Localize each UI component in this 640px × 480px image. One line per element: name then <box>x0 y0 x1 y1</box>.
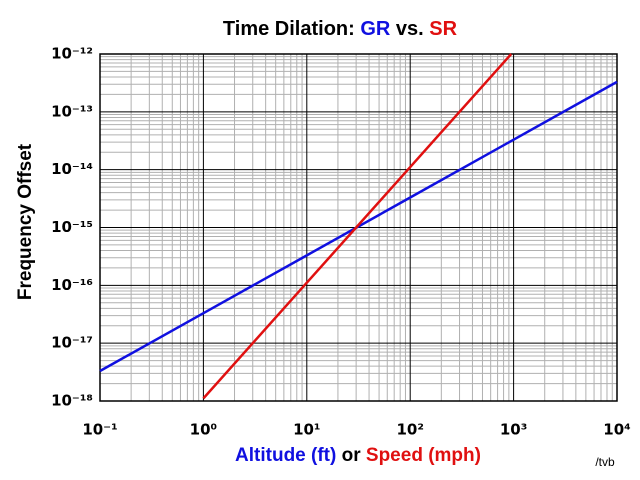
chart-title: Time Dilation: GR vs. SR <box>223 18 458 40</box>
x-tick-label: 10⁰ <box>190 421 217 439</box>
y-tick-label: 10⁻¹⁸ <box>51 392 93 410</box>
y-axis-label: Frequency Offset <box>15 143 36 300</box>
title-part: GR <box>360 18 391 40</box>
data-line <box>202 53 513 400</box>
y-tick-label: 10⁻¹⁶ <box>51 276 93 294</box>
title-part: Time Dilation: <box>223 18 360 40</box>
x-tick-label: 10⁻¹ <box>82 421 117 439</box>
y-tick-label: 10⁻¹⁷ <box>51 334 93 352</box>
y-tick-label: 10⁻¹³ <box>51 102 93 120</box>
xlabel-part: or <box>336 445 366 466</box>
y-tick-label: 10⁻¹⁵ <box>51 218 93 236</box>
xlabel-part: Altitude (ft) <box>235 445 336 466</box>
x-tick-label: 10¹ <box>293 421 320 439</box>
y-tick-label: 10⁻¹⁴ <box>51 160 93 178</box>
x-tick-label: 10⁴ <box>603 421 630 439</box>
x-tick-label: 10³ <box>500 421 527 439</box>
plot-frame <box>99 53 618 402</box>
x-axis-label: Altitude (ft) or Speed (mph) <box>235 445 481 466</box>
annotation: /tvb <box>595 455 615 469</box>
xlabel-part: Speed (mph) <box>366 445 481 466</box>
x-tick-label: 10² <box>396 421 423 439</box>
title-part: vs. <box>390 18 429 40</box>
title-part: SR <box>429 18 457 40</box>
y-tick-label: 10⁻¹² <box>51 45 93 63</box>
